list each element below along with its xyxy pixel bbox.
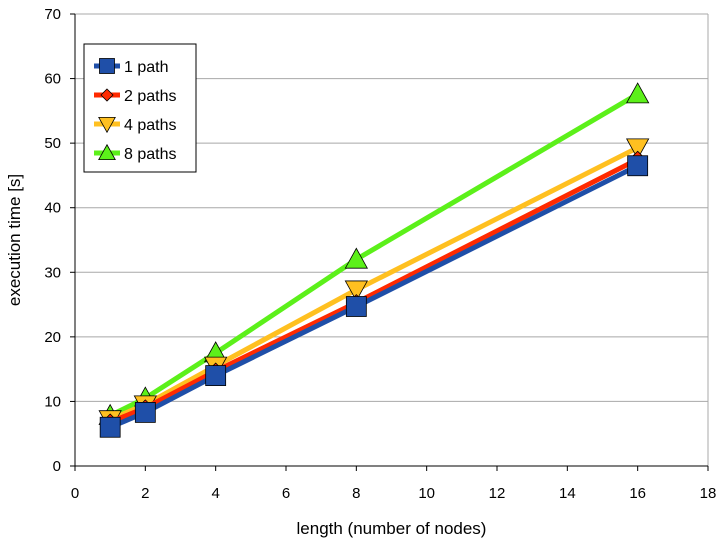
legend-item: 4 paths (94, 117, 176, 134)
data-point (625, 82, 650, 104)
legend: 1 path 2 paths 4 paths 8 paths (83, 43, 197, 173)
x-tick-label-4: 4 (211, 485, 219, 502)
y-tick-label-30: 30 (44, 264, 61, 281)
legend-item: 1 path (94, 58, 168, 76)
x-axis-label: length (number of nodes) (297, 519, 487, 538)
data-point (344, 247, 369, 269)
y-tick-label-10: 10 (44, 393, 61, 410)
y-tick-label-20: 20 (44, 329, 61, 346)
y-tick-label-40: 40 (44, 200, 61, 217)
series-line-2 (109, 157, 639, 425)
series-group (98, 82, 650, 438)
y-tick-label-0: 0 (53, 458, 61, 475)
x-tick-label-0: 0 (71, 485, 79, 502)
x-tick-label-10: 10 (418, 485, 435, 502)
legend-item: 2 paths (94, 88, 176, 105)
x-tick-label-6: 6 (282, 485, 290, 502)
x-tick-label-16: 16 (629, 485, 646, 502)
data-point (99, 416, 121, 438)
legend-label: 1 path (124, 59, 168, 76)
x-tick-label-2: 2 (141, 485, 149, 502)
legend-swatch-marker (100, 88, 114, 102)
x-tick-label-18: 18 (700, 485, 717, 502)
y-tick-label-50: 50 (44, 135, 61, 152)
legend-swatch-marker (98, 117, 116, 134)
x-tick-label-8: 8 (352, 485, 360, 502)
data-point (344, 280, 369, 302)
y-tick-label-70: 70 (44, 6, 61, 23)
series-2 (101, 150, 647, 431)
x-tick-label-12: 12 (489, 485, 506, 502)
data-point (625, 138, 650, 160)
data-point (205, 365, 227, 387)
legend-swatch-marker (99, 58, 115, 74)
series-line-3 (109, 145, 639, 422)
data-point (134, 402, 156, 423)
legend-label: 4 paths (124, 117, 176, 134)
legend-label: 2 paths (124, 88, 176, 105)
legend-item: 8 paths (94, 143, 176, 163)
x-tick-label-14: 14 (559, 485, 576, 502)
y-tick-label-60: 60 (44, 71, 61, 88)
axes (70, 13, 709, 471)
series-line-1 (109, 163, 639, 430)
tick-labels: 0 10 20 30 40 50 60 70 0 2 4 6 8 10 12 14 16 18 (44, 6, 716, 502)
data-point (627, 155, 649, 177)
legend-swatch-marker (98, 143, 116, 161)
series-1 (99, 155, 649, 438)
data-point (345, 296, 367, 317)
y-axis-label: execution time [s] (5, 174, 24, 306)
legend-label: 8 paths (124, 146, 176, 163)
